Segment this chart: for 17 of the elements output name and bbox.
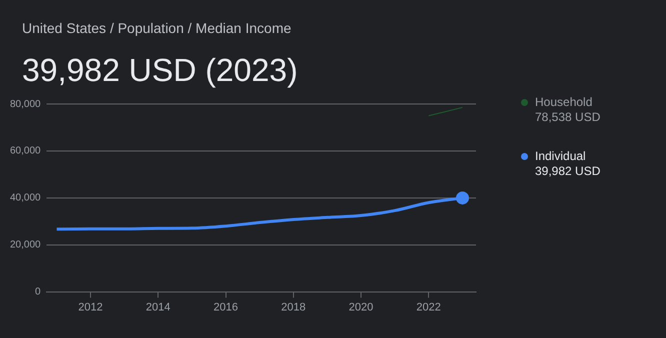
x-tick-label: 2014 <box>146 301 170 314</box>
x-tick-label: 2012 <box>78 301 103 314</box>
chart-title: 39,982 USD (2023) <box>22 52 298 89</box>
text: 39,982 USD <box>535 164 600 179</box>
text: United States / Population / Median Income <box>22 20 292 36</box>
y-tick-label: 0 <box>35 286 42 298</box>
legend-label: Individual <box>535 149 587 164</box>
x-tick-label: 2022 <box>416 301 441 314</box>
x-tick-label: 2018 <box>281 301 306 314</box>
y-tick-label: 80,000 <box>10 98 42 110</box>
y-tick-label: 60,000 <box>10 146 42 157</box>
legend-label: Household <box>535 95 594 110</box>
text: 78,538 USD <box>535 110 600 125</box>
x-tick-label: 2016 <box>214 301 238 314</box>
x-tick-label: 2020 <box>348 301 374 314</box>
y-tick-label: 20,000 <box>10 240 42 251</box>
y-tick-label: 40,000 <box>10 192 42 204</box>
